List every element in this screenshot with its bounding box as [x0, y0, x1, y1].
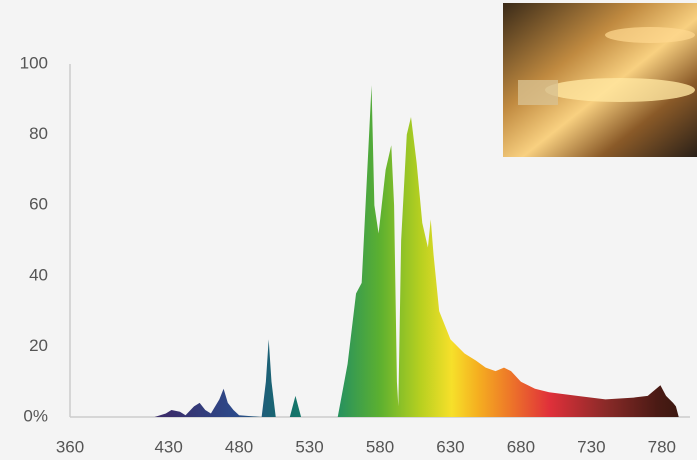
y-tick-label: 100 — [20, 53, 48, 72]
y-tick-label: 20 — [29, 336, 48, 355]
lamp-photo — [503, 3, 697, 157]
x-tick-label: 580 — [366, 437, 394, 456]
x-tick-label: 680 — [507, 437, 535, 456]
y-tick-label: 40 — [29, 265, 48, 284]
x-tick-label: 630 — [436, 437, 464, 456]
y-tick-label: 0% — [23, 406, 48, 425]
x-tick-label: 360 — [56, 437, 84, 456]
x-tick-label: 430 — [154, 437, 182, 456]
chart: 0% 20 40 60 80 100 360 430 480 530 580 630 680 730 780 — [0, 0, 697, 460]
x-tick-label: 730 — [577, 437, 605, 456]
x-tick-label: 480 — [225, 437, 253, 456]
y-tick-label: 60 — [29, 195, 48, 214]
x-tick-label: 530 — [295, 437, 323, 456]
y-tick-label: 80 — [29, 124, 48, 143]
x-tick-label: 780 — [648, 437, 676, 456]
